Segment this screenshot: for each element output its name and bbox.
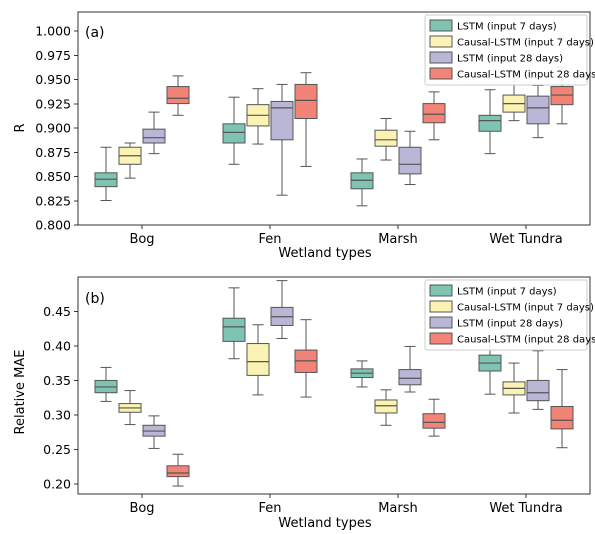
x-tick-label: Fen (258, 232, 281, 247)
box (550, 405, 574, 430)
box (422, 413, 446, 429)
box (270, 100, 294, 141)
y-tick-label: 0.20 (43, 477, 71, 492)
legend: LSTM (input 7 days) Causal-LSTM (input 7 … (424, 279, 595, 351)
legend-swatch (429, 19, 453, 32)
box (398, 369, 422, 386)
legend-swatch (429, 67, 453, 80)
plot-frame (77, 11, 591, 226)
box (246, 343, 270, 376)
y-tick-label: 1.000 (35, 24, 71, 39)
legend-swatch (429, 300, 453, 313)
legend-swatch (429, 51, 453, 64)
y-tick-label: 0.45 (43, 304, 71, 319)
box (526, 379, 550, 402)
box (374, 129, 398, 147)
legend-frame (424, 14, 588, 86)
x-tick-label: Wet Tundra (489, 501, 562, 516)
box (166, 465, 190, 478)
panel-b: (b) Wetland types Relative MAE 0.20 0.25 0… (13, 276, 595, 531)
legend-swatch (429, 284, 453, 297)
box (398, 146, 422, 175)
y-tick-label: 0.950 (35, 72, 71, 87)
x-tick-label: Bog (129, 501, 154, 516)
legend-frame (424, 279, 588, 351)
legend-label: Causal-LSTM (input 7 days) (457, 303, 594, 314)
x-tick-label: Marsh (378, 501, 418, 516)
y-tick-label: 0.40 (43, 339, 71, 354)
panel-b-ylabel: Relative MAE (13, 350, 28, 435)
legend-swatch (429, 332, 453, 345)
y-tick-label: 0.900 (35, 121, 71, 136)
y-tick-label: 0.800 (35, 218, 71, 233)
legend-label: LSTM (input 7 days) (457, 287, 557, 298)
y-tick-label: 0.850 (35, 169, 71, 184)
box (422, 103, 446, 124)
legend-label: Causal-LSTM (input 7 days) (457, 38, 594, 49)
box (294, 83, 318, 119)
panel-a: (a) Wetland types R 0.800 0.825 0.850 0.875… (13, 11, 595, 261)
box (374, 399, 398, 414)
box (478, 114, 502, 132)
legend-swatch (429, 316, 453, 329)
legend-label: LSTM (input 28 days) (457, 54, 563, 65)
panel-a-label: (a) (85, 25, 105, 41)
legend-label: Causal-LSTM (input 28 days) (457, 335, 595, 346)
x-tick-label: Wet Tundra (489, 232, 562, 247)
box (166, 86, 190, 105)
plot-frame (77, 276, 591, 495)
y-tick-label: 0.925 (35, 97, 71, 112)
box (526, 95, 550, 125)
panel-a-xlabel: Wetland types (278, 246, 371, 261)
y-tick-label: 0.975 (35, 48, 71, 63)
x-tick-label: Marsh (378, 232, 418, 247)
y-tick-label: 0.25 (43, 442, 71, 457)
legend: LSTM (input 7 days) Causal-LSTM (input 7 … (424, 14, 595, 86)
panel-b-label: (b) (85, 291, 105, 307)
box (222, 123, 246, 144)
y-tick-label: 0.30 (43, 408, 71, 423)
box (142, 128, 166, 144)
x-tick-label: Fen (258, 501, 281, 516)
legend-label: Causal-LSTM (input 28 days) (457, 70, 595, 81)
y-tick-label: 0.825 (35, 194, 71, 209)
panel-a-ylabel: R (13, 123, 28, 132)
y-tick-label: 0.875 (35, 145, 71, 160)
panel-b-xlabel: Wetland types (278, 516, 371, 530)
legend-swatch (429, 35, 453, 48)
y-tick-label: 0.35 (43, 373, 71, 388)
legend-label: LSTM (input 7 days) (457, 22, 557, 33)
x-tick-label: Bog (129, 232, 154, 247)
box (222, 317, 246, 342)
legend-label: LSTM (input 28 days) (457, 319, 563, 330)
